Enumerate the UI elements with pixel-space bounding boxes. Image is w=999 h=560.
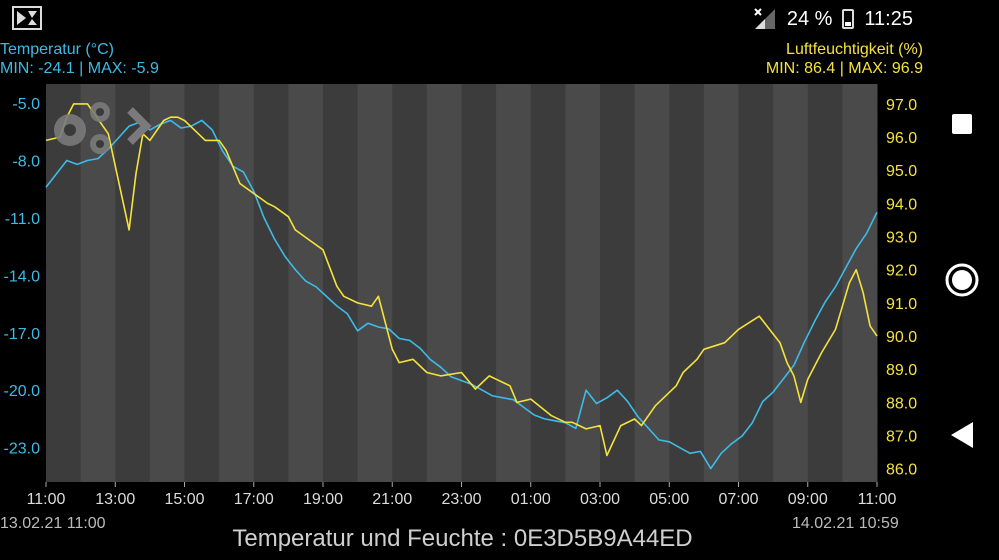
y-left-tick-label: -20.0 bbox=[4, 383, 41, 400]
chart: 11:00 13:00 15:00 17:00 19:00 21:00 23:00 01:00… bbox=[4, 84, 917, 508]
plot-band bbox=[288, 84, 324, 482]
plot-band bbox=[323, 84, 359, 482]
x-tick-label: 15:00 bbox=[164, 491, 204, 508]
x-tick-label: 09:00 bbox=[788, 491, 828, 508]
date-start: 13.02.21 11:00 bbox=[0, 515, 106, 532]
app-notification-icon bbox=[12, 6, 42, 30]
battery-percent: 24 % bbox=[786, 7, 833, 30]
plot-band bbox=[46, 84, 82, 482]
x-tick-label: 03:00 bbox=[580, 491, 620, 508]
humidity-title: Luftfeuchtigkeit (%) bbox=[786, 41, 923, 58]
navigation-bar bbox=[925, 0, 999, 560]
signal-icon bbox=[754, 8, 775, 29]
temperature-title: Temperatur (°C) bbox=[0, 41, 114, 58]
y-left-tick-label: -14.0 bbox=[4, 268, 41, 285]
y-right-tick-label: 91.0 bbox=[886, 296, 917, 313]
y-left-tick-label: -8.0 bbox=[12, 154, 40, 171]
home-circle-icon bbox=[945, 263, 979, 297]
plot-band bbox=[392, 84, 428, 482]
plot-band bbox=[461, 84, 497, 482]
humidity-minmax: MIN: 86.4 | MAX: 96.9 bbox=[765, 60, 923, 77]
x-tick-label: 23:00 bbox=[441, 491, 481, 508]
plot-band bbox=[738, 84, 774, 482]
plot-band bbox=[426, 84, 462, 482]
plot-band bbox=[565, 84, 601, 482]
y-left-tick-label: -5.0 bbox=[12, 96, 40, 113]
y-right-tick-label: 88.0 bbox=[886, 395, 917, 412]
y-right-tick-label: 97.0 bbox=[886, 97, 917, 114]
plot-band bbox=[600, 84, 636, 482]
plot-band bbox=[669, 84, 705, 482]
plot-band bbox=[253, 84, 289, 482]
y-right-tick-label: 93.0 bbox=[886, 230, 917, 247]
x-tick-label: 11:00 bbox=[858, 491, 897, 508]
plot-band bbox=[496, 84, 532, 482]
home-button[interactable] bbox=[925, 250, 999, 310]
y-right-tick-label: 90.0 bbox=[886, 329, 917, 346]
recents-button[interactable] bbox=[925, 94, 999, 154]
temperature-minmax: MIN: -24.1 | MAX: -5.9 bbox=[0, 60, 159, 77]
y-left-tick-label: -17.0 bbox=[4, 326, 41, 343]
plot-band bbox=[115, 84, 151, 482]
y-right-tick-label: 86.0 bbox=[886, 462, 917, 479]
y-right-tick-label: 87.0 bbox=[886, 429, 917, 446]
date-end: 14.02.21 10:59 bbox=[792, 515, 899, 532]
x-tick-label: 05:00 bbox=[649, 491, 689, 508]
status-bar: 24 % 11:25 bbox=[0, 0, 925, 38]
battery-icon bbox=[842, 9, 855, 29]
x-tick-label: 17:00 bbox=[234, 491, 274, 508]
plot-band bbox=[634, 84, 670, 482]
y-right-tick-label: 94.0 bbox=[886, 196, 917, 213]
x-tick-label: 19:00 bbox=[303, 491, 343, 508]
y-right-tick-label: 95.0 bbox=[886, 163, 917, 180]
footer-title: Temperatur und Feuchte : 0E3D5B9A44ED bbox=[232, 525, 693, 552]
legend-temperature: Temperatur (°C) MIN: -24.1 | MAX: -5.9 bbox=[0, 40, 159, 78]
plot-band bbox=[219, 84, 255, 482]
y-right-tick-label: 92.0 bbox=[886, 263, 917, 280]
x-tick-label: 11:00 bbox=[27, 491, 66, 508]
clock: 11:25 bbox=[864, 7, 913, 30]
temperature-line bbox=[45, 119, 878, 470]
y-right-tick-label: 96.0 bbox=[886, 130, 917, 147]
back-button[interactable] bbox=[925, 405, 999, 465]
back-triangle-icon bbox=[951, 422, 973, 448]
legend-humidity: Luftfeuchtigkeit (%) MIN: 86.4 | MAX: 96… bbox=[766, 40, 923, 78]
plot-band bbox=[703, 84, 739, 482]
x-tick-label: 07:00 bbox=[718, 491, 758, 508]
plot-band bbox=[773, 84, 809, 482]
y-left-tick-label: -11.0 bbox=[5, 211, 40, 228]
x-tick-label: 21:00 bbox=[372, 491, 412, 508]
stop-square-icon bbox=[952, 114, 972, 134]
plot-band bbox=[357, 84, 393, 482]
plot-band bbox=[149, 84, 185, 482]
plot-band bbox=[184, 84, 220, 482]
y-right-tick-label: 89.0 bbox=[886, 362, 917, 379]
status-right: 24 % 11:25 bbox=[753, 6, 913, 32]
x-tick-label: 01:00 bbox=[511, 491, 551, 508]
y-left-tick-label: -23.0 bbox=[4, 441, 41, 458]
settings-gears-icon[interactable] bbox=[48, 96, 168, 162]
chevron-right-icon bbox=[127, 107, 152, 145]
x-tick-label: 13:00 bbox=[95, 491, 135, 508]
humidity-line bbox=[45, 103, 878, 457]
